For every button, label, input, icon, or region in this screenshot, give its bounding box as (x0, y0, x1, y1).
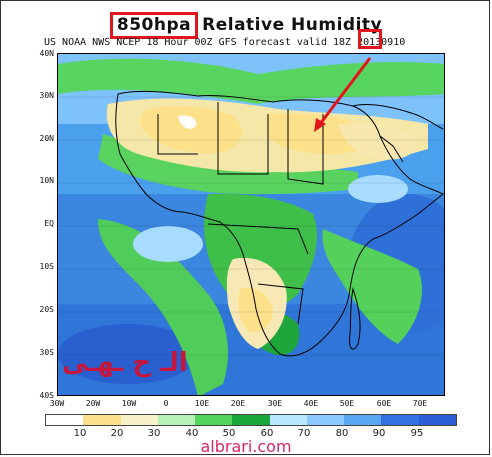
horn-light-patch (348, 175, 408, 203)
lon-label: 20E (230, 399, 246, 408)
colorbar-label: 60 (260, 428, 274, 439)
madagascar-outline (349, 287, 361, 350)
coastlines (115, 90, 444, 357)
colorbar-swatch (120, 415, 158, 425)
colorbar-label: 80 (335, 428, 349, 439)
colorbar-label: 40 (185, 428, 199, 439)
western-sahara-very-dry (140, 106, 242, 154)
colorbar-swatch (83, 415, 121, 425)
lon-label: 30W (49, 399, 65, 408)
lon-label: 70E (412, 399, 428, 408)
highlight-box-valid-hour (358, 29, 382, 49)
arabic-watermark: الـ ح ـهـى (62, 348, 188, 378)
lat-label: 30S (39, 348, 54, 357)
eastern-sahara-very-dry (268, 113, 369, 154)
lon-label: 10E (194, 399, 210, 408)
southern-ocean-moist-core (58, 324, 198, 384)
lon-label: 60E (376, 399, 392, 408)
colorbar (45, 414, 457, 426)
colorbar-label: 50 (222, 428, 236, 439)
arabia-dry-region (338, 123, 418, 160)
border-east (287, 109, 324, 185)
grid-lines (58, 96, 444, 356)
red-sea-coast (379, 135, 404, 163)
humidity-map (57, 53, 445, 396)
lat-label: 20N (39, 134, 54, 143)
colorbar-swatch (46, 415, 84, 425)
lat-label: 40N (39, 49, 54, 58)
lat-label: 10N (39, 176, 54, 185)
africa-coastline (115, 90, 444, 357)
colorbar-swatch (418, 415, 456, 425)
colorbar-swatch (306, 415, 345, 425)
colorbar-label: 95 (410, 428, 424, 439)
east-africa-green-field (322, 229, 422, 344)
title-variable: Relative Humidity (202, 15, 383, 35)
lat-label: 30N (39, 91, 54, 100)
colorbar-swatch (157, 415, 196, 425)
lon-label: 40E (303, 399, 319, 408)
lon-label: 20W (85, 399, 101, 408)
humidity-field (58, 54, 444, 395)
lat-label: 20S (39, 305, 54, 314)
colorbar-label: 70 (297, 428, 311, 439)
mediterranean-green-band (58, 58, 444, 104)
atlantic-green-plume (98, 219, 228, 395)
lon-label: 0 (163, 399, 169, 408)
lat-label: 10S (39, 262, 54, 271)
saharan-driest-patch (178, 115, 197, 129)
lat-label: 40S (39, 391, 54, 400)
colorbar-label: 90 (372, 428, 386, 439)
lon-label: 50E (339, 399, 355, 408)
border-west (157, 114, 198, 155)
gulf-guinea-light-patch (133, 226, 203, 262)
annotation-arrow (314, 57, 372, 132)
colorbar-label: 10 (73, 428, 87, 439)
colorbar-swatch (195, 415, 233, 425)
colorbar-swatch (381, 415, 419, 425)
border-central (217, 102, 269, 175)
colorbar-swatch (232, 415, 270, 425)
border-southern (257, 283, 304, 325)
lat-label: EQ (44, 219, 54, 228)
colorbar-swatch (269, 415, 307, 425)
middle-east-coast (352, 103, 444, 130)
highlighted-level: 850hpa (109, 12, 199, 39)
map-title: 850hpa Relative Humidity (0, 12, 492, 39)
border-central-south (207, 223, 309, 255)
map-subtitle: US NOAA NWS NCEP 18 Hour 00Z GFS forecas… (44, 37, 406, 48)
sahel-green-band (98, 134, 358, 195)
colorbar-label: 20 (110, 428, 124, 439)
footer-website: albrari.com (200, 437, 292, 456)
colorbar-swatch (344, 415, 382, 425)
colorbar-label: 30 (147, 428, 161, 439)
lon-label: 10W (121, 399, 137, 408)
lon-label: 30E (267, 399, 283, 408)
